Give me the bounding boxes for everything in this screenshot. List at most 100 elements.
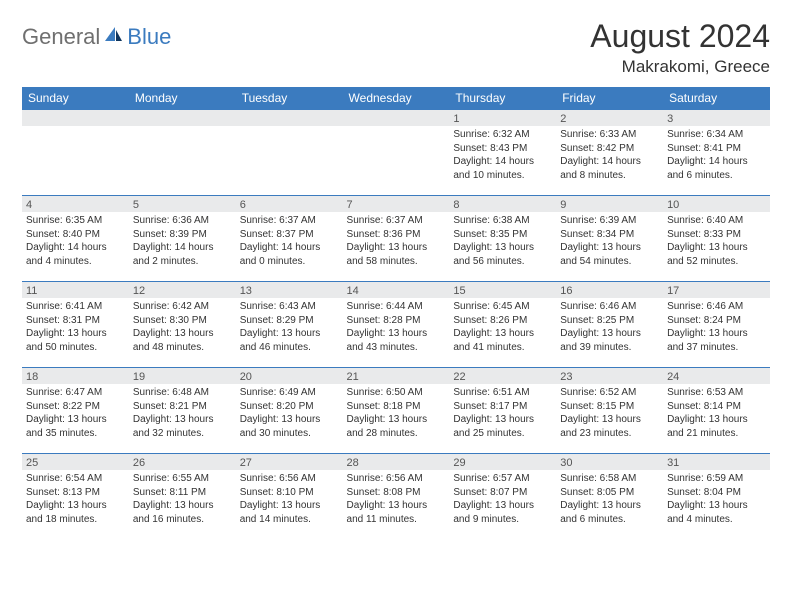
day-line-sr: Sunrise: 6:34 AM <box>667 128 766 142</box>
day-line-ss: Sunset: 8:13 PM <box>26 486 125 500</box>
day-body: Sunrise: 6:41 AMSunset: 8:31 PMDaylight:… <box>22 298 129 357</box>
day-line-sr: Sunrise: 6:39 AM <box>560 214 659 228</box>
day-line-sr: Sunrise: 6:41 AM <box>26 300 125 314</box>
calendar-day-cell: 26Sunrise: 6:55 AMSunset: 8:11 PMDayligh… <box>129 454 236 540</box>
day-line-d2: and 37 minutes. <box>667 341 766 355</box>
day-line-d2: and 52 minutes. <box>667 255 766 269</box>
day-line-d2: and 43 minutes. <box>347 341 446 355</box>
calendar-day-cell: 14Sunrise: 6:44 AMSunset: 8:28 PMDayligh… <box>343 282 450 368</box>
day-line-ss: Sunset: 8:40 PM <box>26 228 125 242</box>
day-line-ss: Sunset: 8:15 PM <box>560 400 659 414</box>
day-line-d2: and 21 minutes. <box>667 427 766 441</box>
day-line-d1: Daylight: 13 hours <box>453 499 552 513</box>
day-body: Sunrise: 6:35 AMSunset: 8:40 PMDaylight:… <box>22 212 129 271</box>
day-line-d2: and 46 minutes. <box>240 341 339 355</box>
calendar-day-cell: 27Sunrise: 6:56 AMSunset: 8:10 PMDayligh… <box>236 454 343 540</box>
day-line-d1: Daylight: 14 hours <box>133 241 232 255</box>
calendar-day-cell: 15Sunrise: 6:45 AMSunset: 8:26 PMDayligh… <box>449 282 556 368</box>
day-line-ss: Sunset: 8:33 PM <box>667 228 766 242</box>
day-body: Sunrise: 6:57 AMSunset: 8:07 PMDaylight:… <box>449 470 556 529</box>
brand-part1: General <box>22 24 100 50</box>
day-line-d1: Daylight: 13 hours <box>240 499 339 513</box>
day-number: 25 <box>22 454 129 470</box>
calendar-head: Sunday Monday Tuesday Wednesday Thursday… <box>22 87 770 110</box>
day-number: 4 <box>22 196 129 212</box>
day-line-d1: Daylight: 13 hours <box>133 413 232 427</box>
day-number: 30 <box>556 454 663 470</box>
day-line-d1: Daylight: 13 hours <box>26 413 125 427</box>
day-line-d2: and 10 minutes. <box>453 169 552 183</box>
day-line-d1: Daylight: 13 hours <box>667 327 766 341</box>
day-body: Sunrise: 6:43 AMSunset: 8:29 PMDaylight:… <box>236 298 343 357</box>
calendar-day-cell <box>343 110 450 196</box>
day-line-ss: Sunset: 8:25 PM <box>560 314 659 328</box>
day-line-d1 <box>240 155 339 169</box>
day-line-sr: Sunrise: 6:37 AM <box>240 214 339 228</box>
calendar-day-cell: 29Sunrise: 6:57 AMSunset: 8:07 PMDayligh… <box>449 454 556 540</box>
day-line-ss: Sunset: 8:28 PM <box>347 314 446 328</box>
day-line-sr <box>347 128 446 142</box>
day-line-ss <box>133 142 232 156</box>
calendar-week: 4Sunrise: 6:35 AMSunset: 8:40 PMDaylight… <box>22 196 770 282</box>
day-line-d2: and 54 minutes. <box>560 255 659 269</box>
day-body: Sunrise: 6:33 AMSunset: 8:42 PMDaylight:… <box>556 126 663 185</box>
day-body: Sunrise: 6:48 AMSunset: 8:21 PMDaylight:… <box>129 384 236 443</box>
day-number: 3 <box>663 110 770 126</box>
day-number <box>22 110 129 126</box>
day-number: 17 <box>663 282 770 298</box>
day-line-ss <box>347 142 446 156</box>
weekday-header: Thursday <box>449 87 556 110</box>
day-number <box>236 110 343 126</box>
day-line-sr: Sunrise: 6:44 AM <box>347 300 446 314</box>
day-body <box>22 126 129 185</box>
day-line-d1: Daylight: 13 hours <box>347 499 446 513</box>
day-number: 15 <box>449 282 556 298</box>
day-line-d2: and 8 minutes. <box>560 169 659 183</box>
day-line-ss: Sunset: 8:05 PM <box>560 486 659 500</box>
calendar-day-cell: 17Sunrise: 6:46 AMSunset: 8:24 PMDayligh… <box>663 282 770 368</box>
day-body: Sunrise: 6:39 AMSunset: 8:34 PMDaylight:… <box>556 212 663 271</box>
day-line-ss: Sunset: 8:31 PM <box>26 314 125 328</box>
day-line-sr: Sunrise: 6:36 AM <box>133 214 232 228</box>
calendar-day-cell: 11Sunrise: 6:41 AMSunset: 8:31 PMDayligh… <box>22 282 129 368</box>
day-line-d1: Daylight: 13 hours <box>347 241 446 255</box>
calendar-day-cell <box>236 110 343 196</box>
day-line-d1: Daylight: 13 hours <box>133 327 232 341</box>
day-line-sr: Sunrise: 6:42 AM <box>133 300 232 314</box>
day-line-ss: Sunset: 8:41 PM <box>667 142 766 156</box>
day-line-ss: Sunset: 8:43 PM <box>453 142 552 156</box>
day-line-d1: Daylight: 13 hours <box>560 413 659 427</box>
day-line-d1: Daylight: 13 hours <box>453 413 552 427</box>
day-number: 23 <box>556 368 663 384</box>
day-number: 6 <box>236 196 343 212</box>
day-line-ss: Sunset: 8:37 PM <box>240 228 339 242</box>
day-line-d2 <box>240 169 339 183</box>
calendar-day-cell: 23Sunrise: 6:52 AMSunset: 8:15 PMDayligh… <box>556 368 663 454</box>
day-line-d2 <box>347 169 446 183</box>
day-body: Sunrise: 6:55 AMSunset: 8:11 PMDaylight:… <box>129 470 236 529</box>
calendar-day-cell: 1Sunrise: 6:32 AMSunset: 8:43 PMDaylight… <box>449 110 556 196</box>
day-body: Sunrise: 6:42 AMSunset: 8:30 PMDaylight:… <box>129 298 236 357</box>
day-line-d2: and 50 minutes. <box>26 341 125 355</box>
day-line-d1: Daylight: 13 hours <box>453 241 552 255</box>
day-body: Sunrise: 6:46 AMSunset: 8:24 PMDaylight:… <box>663 298 770 357</box>
day-line-d1: Daylight: 13 hours <box>26 499 125 513</box>
day-body: Sunrise: 6:45 AMSunset: 8:26 PMDaylight:… <box>449 298 556 357</box>
day-line-d2: and 28 minutes. <box>347 427 446 441</box>
calendar-week: 1Sunrise: 6:32 AMSunset: 8:43 PMDaylight… <box>22 110 770 196</box>
day-body: Sunrise: 6:56 AMSunset: 8:10 PMDaylight:… <box>236 470 343 529</box>
day-body: Sunrise: 6:52 AMSunset: 8:15 PMDaylight:… <box>556 384 663 443</box>
day-line-sr: Sunrise: 6:46 AM <box>560 300 659 314</box>
calendar-day-cell: 24Sunrise: 6:53 AMSunset: 8:14 PMDayligh… <box>663 368 770 454</box>
day-body: Sunrise: 6:37 AMSunset: 8:36 PMDaylight:… <box>343 212 450 271</box>
brand-part2: Blue <box>127 24 171 50</box>
day-line-sr: Sunrise: 6:56 AM <box>347 472 446 486</box>
day-body: Sunrise: 6:37 AMSunset: 8:37 PMDaylight:… <box>236 212 343 271</box>
day-line-sr: Sunrise: 6:45 AM <box>453 300 552 314</box>
day-line-ss: Sunset: 8:36 PM <box>347 228 446 242</box>
calendar-day-cell: 30Sunrise: 6:58 AMSunset: 8:05 PMDayligh… <box>556 454 663 540</box>
day-body: Sunrise: 6:38 AMSunset: 8:35 PMDaylight:… <box>449 212 556 271</box>
day-line-d2: and 16 minutes. <box>133 513 232 527</box>
day-line-d1 <box>26 155 125 169</box>
day-line-sr: Sunrise: 6:47 AM <box>26 386 125 400</box>
